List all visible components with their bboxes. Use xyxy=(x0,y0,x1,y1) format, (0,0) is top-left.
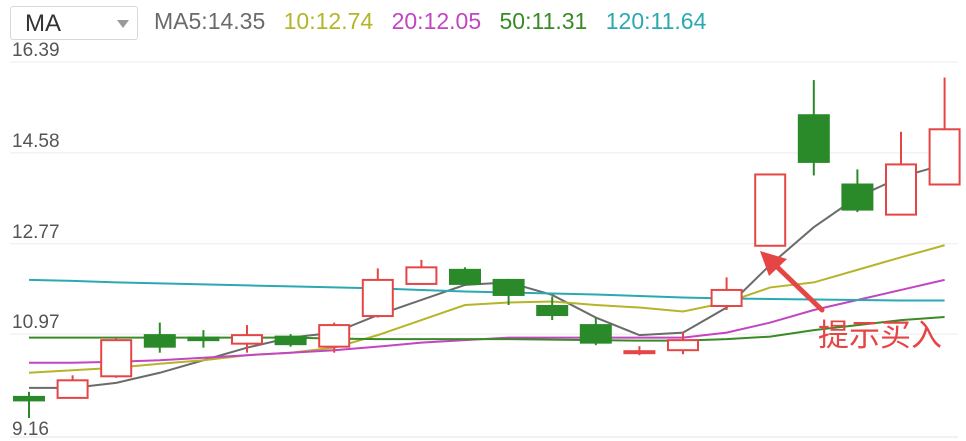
candle-body xyxy=(885,163,917,216)
ma-line-4 xyxy=(28,278,945,302)
y-tick-label: 12.77 xyxy=(12,222,60,243)
candle-body xyxy=(318,324,351,348)
y-tick-label: 14.58 xyxy=(12,131,60,152)
candle-body xyxy=(143,334,176,348)
ma-item-20: 20:12.05 xyxy=(392,8,482,34)
candle-body xyxy=(492,278,525,296)
ma-select-label: MA xyxy=(25,10,61,37)
buy-signal-label: 提示买入 xyxy=(818,318,942,354)
ma-label-20: 20: xyxy=(391,8,424,34)
candle-body xyxy=(100,339,133,378)
ma-line-0 xyxy=(29,163,945,389)
y-tick-label: 16.39 xyxy=(12,40,60,61)
candle-body xyxy=(797,114,830,163)
buy-signal-arrow-head xyxy=(760,251,787,276)
candle-body xyxy=(754,173,787,247)
candle-body xyxy=(56,379,89,399)
ma-line-3 xyxy=(29,316,945,342)
ma-item-120: 120:11.64 xyxy=(606,8,707,34)
candle-body xyxy=(13,395,45,402)
ma-value-10: 12.74 xyxy=(315,8,374,34)
candle-body xyxy=(536,305,569,317)
y-tick-label: 10.97 xyxy=(12,312,60,333)
candle-body xyxy=(361,278,394,318)
candle-body xyxy=(579,324,612,344)
ma-value-120: 11.64 xyxy=(650,8,707,34)
candle-body xyxy=(449,268,481,285)
candle-body xyxy=(231,334,263,345)
candle-body xyxy=(405,266,438,285)
ma-label-10: 10: xyxy=(283,8,316,34)
ma-label-5: MA5: xyxy=(154,8,208,34)
ma-label-120: 120: xyxy=(605,8,651,34)
ma-values-row: MA5:14.35 10:12.74 20:12.05 50:11.31 120… xyxy=(154,8,718,35)
candle-body xyxy=(928,128,961,186)
ma-item-50: 50:11.31 xyxy=(500,8,588,34)
ma-value-50: 11.31 xyxy=(531,8,588,34)
buy-signal-arrow-shaft xyxy=(769,259,825,313)
candle-body xyxy=(623,350,656,355)
ma-indicator-select[interactable]: MA xyxy=(10,6,138,40)
ma-value-5: 14.35 xyxy=(207,8,266,34)
candle-body xyxy=(710,288,743,308)
candle-body xyxy=(274,335,307,346)
chevron-down-icon xyxy=(117,20,129,28)
candle-body xyxy=(667,339,699,352)
ma-item-5: MA5:14.35 xyxy=(154,8,265,34)
ma-label-50: 50: xyxy=(499,8,532,34)
ma-item-10: 10:12.74 xyxy=(284,8,374,34)
candle-body xyxy=(187,336,220,342)
ma-value-20: 12.05 xyxy=(423,8,482,34)
candle-body xyxy=(841,183,874,211)
y-tick-label: 9.16 xyxy=(12,419,49,440)
ma-line-1 xyxy=(28,244,945,374)
